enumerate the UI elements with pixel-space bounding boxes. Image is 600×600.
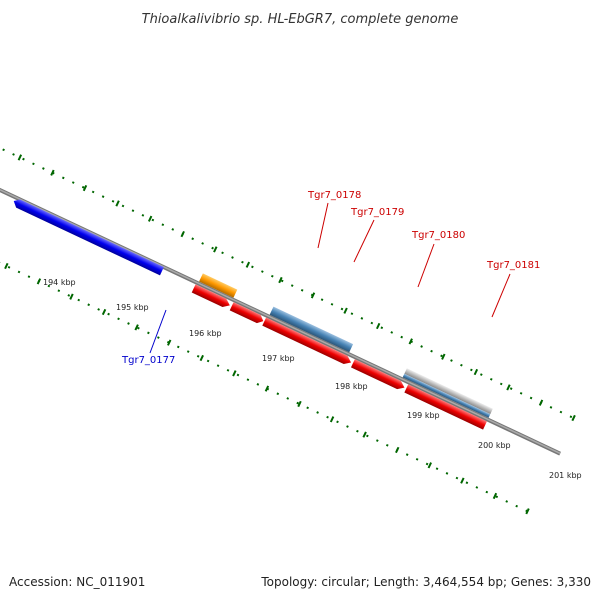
leader-line bbox=[417, 243, 435, 288]
gene-orange-tgr7-0178[interactable] bbox=[199, 273, 238, 298]
leader-line bbox=[149, 309, 167, 354]
tick-label: 199 kbp bbox=[407, 411, 440, 420]
tick-label: 196 kbp bbox=[189, 329, 222, 338]
gene-red-tgr7-0181b bbox=[404, 384, 487, 430]
gene-grey-right bbox=[404, 368, 493, 415]
gene-labels: Tgr7_0177 Tgr7_0178 Tgr7_0179 Tgr7_0180 … bbox=[121, 190, 540, 366]
gene-label-tgr7-0179[interactable]: Tgr7_0179 bbox=[350, 207, 404, 218]
tick-label: 197 kbp bbox=[262, 354, 295, 363]
gene-label-tgr7-0181[interactable]: Tgr7_0181 bbox=[486, 260, 540, 271]
upper-ticks bbox=[0, 120, 577, 421]
gene-label-tgr7-0177[interactable]: Tgr7_0177 bbox=[121, 355, 175, 366]
lower-tick-row bbox=[0, 212, 534, 517]
tick-label: 201 kbp bbox=[549, 471, 582, 480]
gene-blue-tgr7-0177[interactable] bbox=[12, 197, 164, 276]
lower-ticks bbox=[0, 214, 533, 515]
gene-red-tgr7-0181a[interactable] bbox=[350, 359, 406, 391]
gene-label-tgr7-0178[interactable]: Tgr7_0178 bbox=[307, 190, 361, 201]
map-title: Thioalkalivibrio sp. HL-EbGR7, complete … bbox=[142, 12, 459, 27]
genome-strip bbox=[0, 118, 578, 517]
tick-label: 194 kbp bbox=[43, 278, 76, 287]
leader-line bbox=[353, 219, 375, 263]
tick-label: 200 kbp bbox=[478, 441, 511, 450]
tick-label: 195 kbp bbox=[116, 303, 149, 312]
upper-tick-row bbox=[0, 118, 578, 423]
lower-major-ticks bbox=[0, 212, 534, 517]
leader-line bbox=[317, 202, 329, 249]
leader-line bbox=[491, 273, 511, 318]
tick-label: 198 kbp bbox=[335, 382, 368, 391]
genome-backbone bbox=[0, 145, 561, 456]
tick-labels: 194 kbp 195 kbp 196 kbp 197 kbp 198 kbp … bbox=[43, 278, 582, 480]
gene-red-tgr7-0179b[interactable] bbox=[229, 302, 266, 325]
gene-steel-right bbox=[402, 373, 491, 418]
genome-summary-text: Topology: circular; Length: 3,464,554 bp… bbox=[260, 575, 591, 589]
accession-text: Accession: NC_011901 bbox=[9, 575, 145, 589]
gene-steel-tgr7-0180[interactable] bbox=[269, 306, 354, 353]
gene-red-tgr7-0179a[interactable] bbox=[191, 284, 232, 309]
gene-red-tgr7-0180[interactable] bbox=[262, 317, 353, 367]
gene-label-tgr7-0180[interactable]: Tgr7_0180 bbox=[411, 230, 465, 241]
